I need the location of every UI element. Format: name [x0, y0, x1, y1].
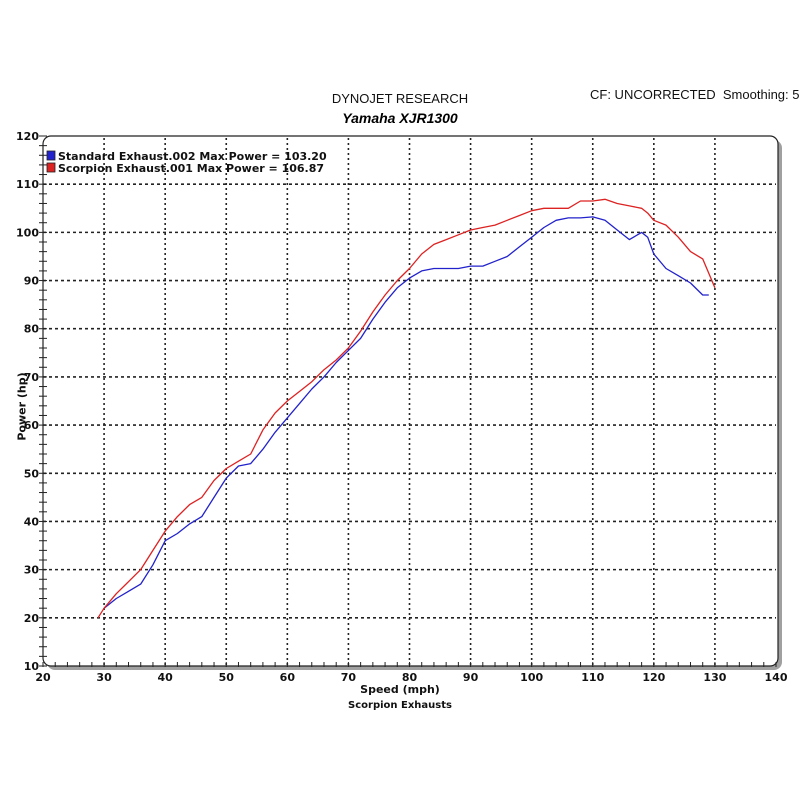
y-axis-label: Power (hp) [15, 372, 29, 441]
chart-title-vehicle: Yamaha XJR1300 [342, 110, 458, 126]
y-tick-label: 110 [16, 178, 39, 191]
y-tick-label: 120 [16, 130, 39, 143]
x-tick-label: 110 [581, 671, 604, 684]
axis-ticks [39, 135, 777, 667]
legend-label: Standard Exhaust.002 Max Power = 103.20 [58, 150, 327, 163]
y-tick-label: 30 [24, 564, 40, 577]
y-tick-label: 100 [16, 226, 39, 239]
y-tick-label: 50 [24, 467, 40, 480]
x-tick-label: 20 [35, 671, 51, 684]
legend-label: Scorpion Exhaust.001 Max Power = 106.87 [58, 162, 324, 175]
legend: Standard Exhaust.002 Max Power = 103.20S… [46, 150, 327, 175]
scorpion-exhaust-curve [97, 198, 716, 619]
y-tick-label: 40 [24, 515, 40, 528]
x-axis-label: Speed (mph) [360, 683, 440, 696]
power-curves [97, 198, 716, 619]
x-tick-label: 130 [703, 671, 726, 684]
standard-exhaust-curve [103, 216, 709, 609]
plot-frame [42, 135, 779, 667]
legend-swatch [46, 162, 56, 173]
x-tick-label: 40 [158, 671, 174, 684]
x-tick-label: 100 [520, 671, 543, 684]
legend-swatch [46, 150, 56, 161]
axis-tick-labels: 20 30 40 50 60 70 80 90 100 110 120 130 140102030405… [16, 130, 788, 684]
y-tick-label: 60 [24, 419, 40, 432]
y-tick-label: 80 [24, 323, 40, 336]
x-tick-label: 70 [341, 671, 357, 684]
y-tick-label: 70 [24, 371, 40, 384]
y-tick-label: 90 [24, 275, 40, 288]
y-tick-label: 10 [24, 660, 40, 673]
x-tick-label: 90 [463, 671, 479, 684]
x-tick-label: 140 [765, 671, 788, 684]
grid-lines [43, 138, 776, 666]
chart-footer: Scorpion Exhausts [348, 700, 452, 711]
x-tick-label: 30 [96, 671, 112, 684]
x-tick-label: 60 [280, 671, 296, 684]
x-tick-label: 120 [642, 671, 665, 684]
y-tick-label: 20 [24, 612, 40, 625]
correction-smoothing-info: CF: UNCORRECTED Smoothing: 5 [590, 87, 800, 102]
x-tick-label: 80 [402, 671, 418, 684]
x-tick-label: 50 [219, 671, 235, 684]
chart-subtitle-company: DYNOJET RESEARCH [331, 91, 469, 106]
